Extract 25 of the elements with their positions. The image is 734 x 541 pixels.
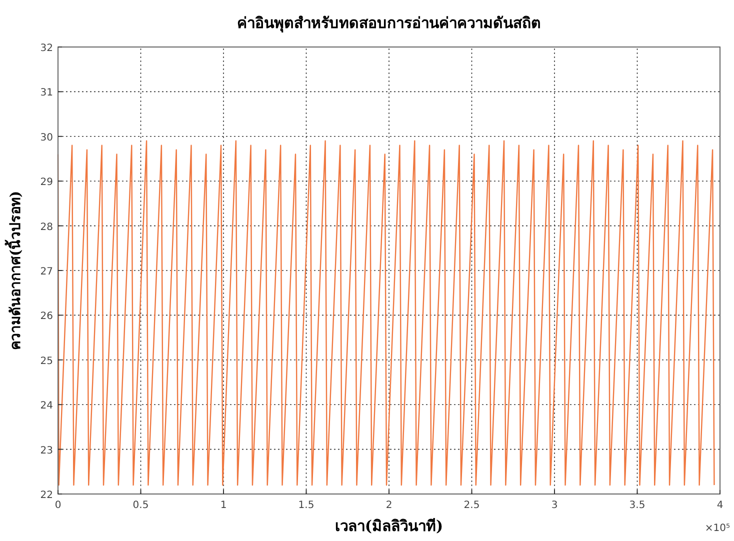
- line-series: [57, 140, 715, 486]
- y-tick-label: 30: [40, 132, 53, 144]
- y-tick-label: 26: [40, 311, 53, 322]
- x-axis-title: เวลา(มิลลิวินาที): [334, 517, 444, 535]
- y-tick-label: 31: [40, 88, 53, 99]
- x-tick-label: 1: [220, 500, 227, 511]
- x-tick-label: 3.5: [629, 500, 646, 511]
- x-tick-label: 0.5: [132, 500, 149, 511]
- x-tick-label: 2: [386, 500, 392, 511]
- y-tick-label: 23: [40, 445, 53, 456]
- y-tick-label: 25: [40, 356, 53, 367]
- y-tick-label: 22: [40, 490, 53, 501]
- text: ×10⁵: [704, 523, 730, 534]
- y-tick-label: 32: [40, 43, 53, 54]
- x-tick-label: 2.5: [464, 500, 480, 511]
- x-tick-label: 3: [551, 500, 558, 511]
- y-tick-label: 27: [40, 266, 53, 278]
- x-tick-label: 0: [54, 500, 62, 511]
- x-tick-label: 4: [716, 500, 724, 511]
- x-tick-label: 1.5: [298, 500, 314, 511]
- y-tick-label: 29: [40, 177, 53, 188]
- y-axis-title: ความดันอากาศ(นิ้วปรอท): [4, 190, 24, 350]
- chart-title: ค่าอินพุตสำหรับทดสอบการอ่านค่าความดันสถิต: [237, 14, 541, 33]
- y-tick-label: 24: [40, 400, 53, 412]
- y-tick-label: 28: [40, 222, 53, 233]
